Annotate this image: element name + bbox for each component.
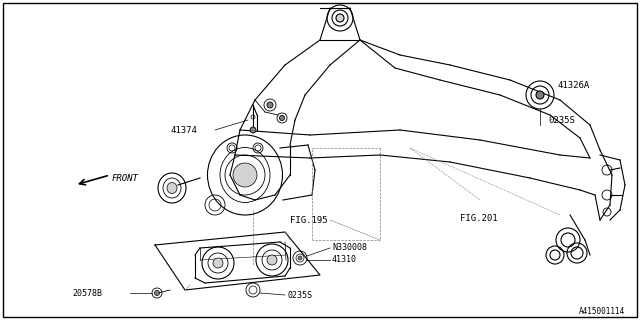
Text: 41374: 41374 <box>170 125 197 134</box>
Text: 41326A: 41326A <box>558 81 590 90</box>
Text: 41310: 41310 <box>332 255 357 265</box>
Text: FIG.195: FIG.195 <box>290 215 328 225</box>
Text: A415001114: A415001114 <box>579 308 625 316</box>
Text: N330008: N330008 <box>332 243 367 252</box>
Ellipse shape <box>167 182 177 194</box>
Text: FIG.201: FIG.201 <box>460 213 498 222</box>
Text: 20578B: 20578B <box>72 289 102 298</box>
Circle shape <box>536 91 544 99</box>
Circle shape <box>213 258 223 268</box>
Text: 0235S: 0235S <box>287 291 312 300</box>
Circle shape <box>267 255 277 265</box>
Circle shape <box>298 256 302 260</box>
Circle shape <box>280 116 285 121</box>
Circle shape <box>233 163 257 187</box>
Text: FRONT: FRONT <box>112 173 139 182</box>
Circle shape <box>250 127 256 133</box>
Circle shape <box>336 14 344 22</box>
Circle shape <box>267 102 273 108</box>
Circle shape <box>154 291 159 295</box>
Text: 0235S: 0235S <box>548 116 575 124</box>
